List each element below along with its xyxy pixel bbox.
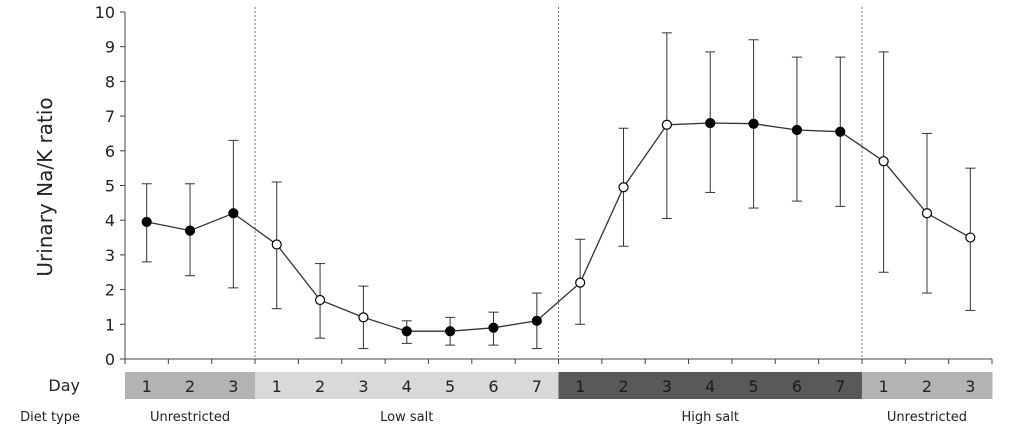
y-tick-label: 4: [105, 211, 115, 230]
y-axis-title: Urinary Na/K ratio: [33, 97, 57, 276]
day-band-cell: [645, 372, 690, 399]
data-point-open: [314, 294, 326, 306]
diet-type-label: High salt: [681, 410, 738, 425]
day-number: 5: [445, 377, 455, 396]
series-line: [146, 122, 971, 332]
diet-type-label: Low salt: [380, 410, 433, 425]
y-tick-label: 6: [105, 142, 115, 161]
day-number: 6: [792, 377, 802, 396]
data-point-filled: [835, 126, 846, 137]
diet-type-label: Unrestricted: [150, 410, 230, 425]
day-number: 2: [922, 377, 932, 396]
data-point-filled: [748, 118, 759, 129]
day-band-cell: [385, 372, 429, 399]
diet-type-label: Unrestricted: [887, 410, 967, 425]
data-point-filled: [488, 322, 499, 333]
data-point-filled: [445, 326, 456, 337]
y-tick-label: 10: [95, 3, 115, 22]
day-band-cell: [688, 372, 733, 399]
day-number: 3: [965, 377, 975, 396]
day-number: 7: [532, 377, 542, 396]
y-tick-label: 3: [105, 246, 115, 265]
day-band-cell: [948, 372, 993, 399]
data-point-filled: [184, 225, 196, 236]
day-number: 3: [358, 377, 368, 396]
day-band-cell: [298, 372, 343, 399]
data-point-filled: [705, 117, 716, 129]
data-point-filled: [228, 208, 239, 219]
day-number: 1: [272, 377, 282, 396]
day-band-cell: [471, 372, 516, 399]
data-point-open: [921, 208, 933, 219]
data-point-filled: [141, 216, 152, 228]
day-band-cell: [255, 372, 299, 399]
phase-dividers: [254, 7, 863, 359]
day-number: 4: [705, 377, 715, 396]
day-number: 5: [748, 377, 758, 396]
data-point-open: [358, 312, 369, 323]
day-number: 6: [488, 377, 498, 396]
data-point-filled: [401, 326, 412, 337]
day-band-cell: [861, 372, 906, 399]
data-point-open: [271, 239, 282, 250]
day-number: 4: [402, 377, 412, 396]
day-band-cell: [168, 372, 213, 399]
data-point-open: [575, 277, 586, 288]
day-band-cell: [125, 372, 169, 399]
day-number: 3: [662, 377, 672, 396]
day-band-cell: [905, 372, 950, 399]
day-band-cell: [775, 372, 820, 399]
day-number: 1: [142, 377, 152, 396]
data-point-open: [965, 232, 976, 243]
day-number: 7: [835, 377, 845, 396]
y-tick-label: 2: [105, 281, 115, 300]
data-point-filled: [531, 315, 542, 326]
data-point-filled: [791, 124, 803, 136]
data-point-open: [661, 119, 672, 130]
diet-row-label: Diet type: [20, 410, 80, 425]
labels: 1 2 3 Unrestricted 1 2 3 4 5 6 7 Low salt 1 2 3 4 5 6 7 Hig…: [142, 377, 976, 425]
day-band-cell: [515, 372, 559, 399]
y-tick-label: 7: [105, 107, 115, 126]
day-bands: [125, 372, 993, 399]
y-tick-label: 5: [105, 177, 115, 196]
y-tick-label: 9: [105, 38, 115, 57]
y-tick-label: 8: [105, 72, 115, 91]
day-number: 2: [185, 377, 195, 396]
data-point-open: [618, 182, 629, 193]
day-band-cell: [731, 372, 776, 399]
day-number: 2: [618, 377, 628, 396]
day-row-label: Day: [48, 376, 80, 395]
day-band-cell: [211, 372, 256, 399]
data-points: [141, 117, 976, 337]
day-band-cell: [558, 372, 603, 399]
day-band-cell: [428, 372, 473, 399]
day-band-cell: [341, 372, 386, 399]
data-point-open: [878, 156, 889, 167]
day-number: 2: [315, 377, 325, 396]
y-tick-label: 0: [105, 350, 115, 369]
day-band-cell: [601, 372, 646, 399]
day-band-cell: [818, 372, 863, 399]
day-number: 1: [575, 377, 585, 396]
day-number: 1: [879, 377, 889, 396]
day-number: 3: [228, 377, 238, 396]
y-tick-label: 1: [105, 315, 115, 334]
axes: 0 1 2 3 4 5 6 7 8 9 10: [95, 3, 993, 369]
